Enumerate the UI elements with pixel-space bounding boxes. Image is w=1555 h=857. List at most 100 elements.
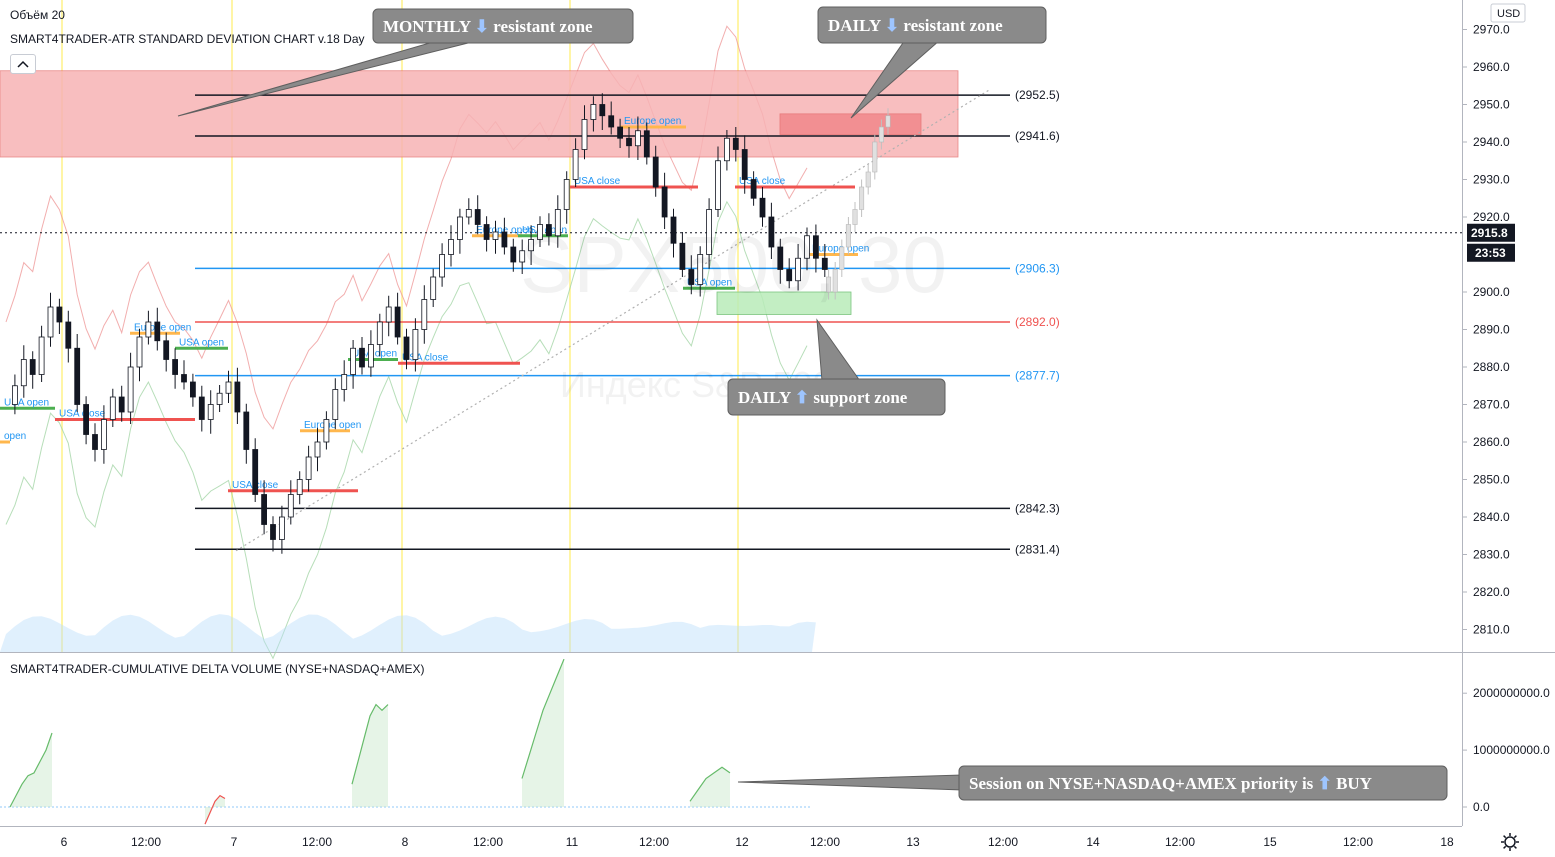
candle-body bbox=[590, 104, 597, 120]
candle-body bbox=[768, 216, 775, 248]
candle bbox=[118, 385, 125, 422]
candle bbox=[430, 268, 437, 307]
time-tick-label: 12:00 bbox=[988, 835, 1018, 849]
candle-body bbox=[661, 186, 668, 218]
candle-body bbox=[697, 254, 704, 285]
delta-session-line bbox=[689, 766, 731, 802]
candle bbox=[546, 213, 552, 246]
projected-candle bbox=[826, 269, 832, 300]
candle bbox=[483, 216, 490, 252]
level-label: (2831.4) bbox=[1015, 542, 1060, 556]
candle-body bbox=[474, 209, 481, 225]
candle-body bbox=[243, 411, 250, 450]
projected-candle bbox=[845, 217, 851, 255]
session-label: USA open bbox=[352, 349, 397, 360]
candle-body bbox=[430, 276, 437, 300]
candle bbox=[243, 403, 250, 464]
price-tick-label: 2920.0 bbox=[1473, 210, 1510, 224]
up-arrow-icon: ⬆ bbox=[795, 388, 809, 407]
delta-tick-label: 2000000000.0 bbox=[1473, 686, 1550, 700]
price-tick-label: 2960.0 bbox=[1473, 60, 1510, 74]
candle-body bbox=[225, 381, 232, 394]
price-tick-label: 2880.0 bbox=[1473, 360, 1510, 374]
candle-body bbox=[198, 396, 205, 420]
session-label: Europe open bbox=[304, 420, 361, 431]
candle bbox=[795, 244, 801, 291]
candle bbox=[207, 390, 214, 434]
time-tick-label: 12:00 bbox=[473, 835, 503, 849]
gear-icon[interactable] bbox=[1500, 832, 1520, 852]
projected-candle bbox=[852, 202, 858, 232]
candle bbox=[715, 146, 721, 217]
candle-body bbox=[83, 404, 89, 435]
projected-candle bbox=[839, 239, 845, 277]
candle-body bbox=[635, 130, 641, 147]
callout-text: DAILY ⬇ resistant zone bbox=[828, 16, 1003, 35]
session-label: USA close bbox=[402, 352, 449, 363]
candle-body bbox=[439, 254, 446, 278]
collapse-button[interactable] bbox=[10, 54, 36, 74]
time-tick-label: 7 bbox=[231, 835, 238, 849]
time-tick-label: 15 bbox=[1263, 835, 1277, 849]
candle bbox=[537, 216, 543, 247]
price-tick-label: 2830.0 bbox=[1473, 548, 1510, 562]
candle-body bbox=[741, 149, 748, 180]
price-tick-label: 2840.0 bbox=[1473, 510, 1510, 524]
candle bbox=[20, 345, 27, 398]
candle bbox=[350, 340, 357, 389]
candle-body bbox=[679, 242, 686, 270]
projected-body bbox=[852, 209, 858, 225]
candle bbox=[465, 198, 472, 225]
volume-area bbox=[0, 614, 816, 652]
candle-body bbox=[786, 269, 793, 282]
candle-body bbox=[367, 344, 374, 368]
candle bbox=[412, 318, 419, 372]
session-label: USA close bbox=[574, 176, 621, 187]
candle bbox=[528, 225, 534, 265]
level-label: (2952.5) bbox=[1015, 88, 1060, 102]
callout-text-post: resistant zone bbox=[899, 16, 1003, 35]
atr-lower-band bbox=[5, 200, 808, 660]
delta-session-area bbox=[522, 659, 564, 807]
candle-body bbox=[118, 396, 125, 413]
candle bbox=[439, 243, 446, 287]
projected-body bbox=[885, 115, 891, 128]
candle bbox=[154, 307, 161, 351]
monthly-callout: MONTHLY ⬇ resistant zone bbox=[177, 8, 634, 117]
price-tick-label: 2870.0 bbox=[1473, 398, 1510, 412]
candle bbox=[679, 232, 686, 277]
time-tick-label: 12:00 bbox=[1165, 835, 1195, 849]
candle-body bbox=[234, 381, 241, 413]
candle bbox=[501, 217, 508, 255]
candle bbox=[234, 367, 241, 424]
candle bbox=[189, 373, 196, 407]
candle-body bbox=[572, 149, 579, 180]
lower-panel-title: SMART4TRADER-CUMULATIVE DELTA VOLUME (NY… bbox=[10, 662, 425, 676]
candle bbox=[670, 208, 677, 258]
session-label: open bbox=[4, 431, 26, 442]
candle bbox=[172, 348, 179, 389]
candle-body bbox=[305, 456, 312, 480]
candle bbox=[617, 118, 623, 148]
candle bbox=[385, 295, 392, 337]
candle-body bbox=[403, 336, 410, 360]
candle bbox=[296, 471, 303, 505]
projected-body bbox=[826, 276, 832, 293]
candle bbox=[661, 172, 668, 229]
candle bbox=[314, 427, 321, 472]
chevron-up-icon bbox=[17, 60, 29, 68]
candle bbox=[83, 396, 89, 445]
candle bbox=[821, 244, 828, 277]
candle bbox=[456, 208, 463, 254]
candle-body bbox=[626, 137, 632, 147]
candle bbox=[652, 145, 659, 197]
delta-session-line bbox=[204, 794, 226, 825]
candle-body bbox=[394, 306, 401, 338]
candle-body bbox=[47, 306, 54, 338]
candle bbox=[305, 445, 312, 492]
watermark-symbol: SPX500, 30 bbox=[520, 220, 947, 309]
countdown-label: 23:53 bbox=[1475, 246, 1506, 260]
price-tick-label: 2890.0 bbox=[1473, 323, 1510, 337]
